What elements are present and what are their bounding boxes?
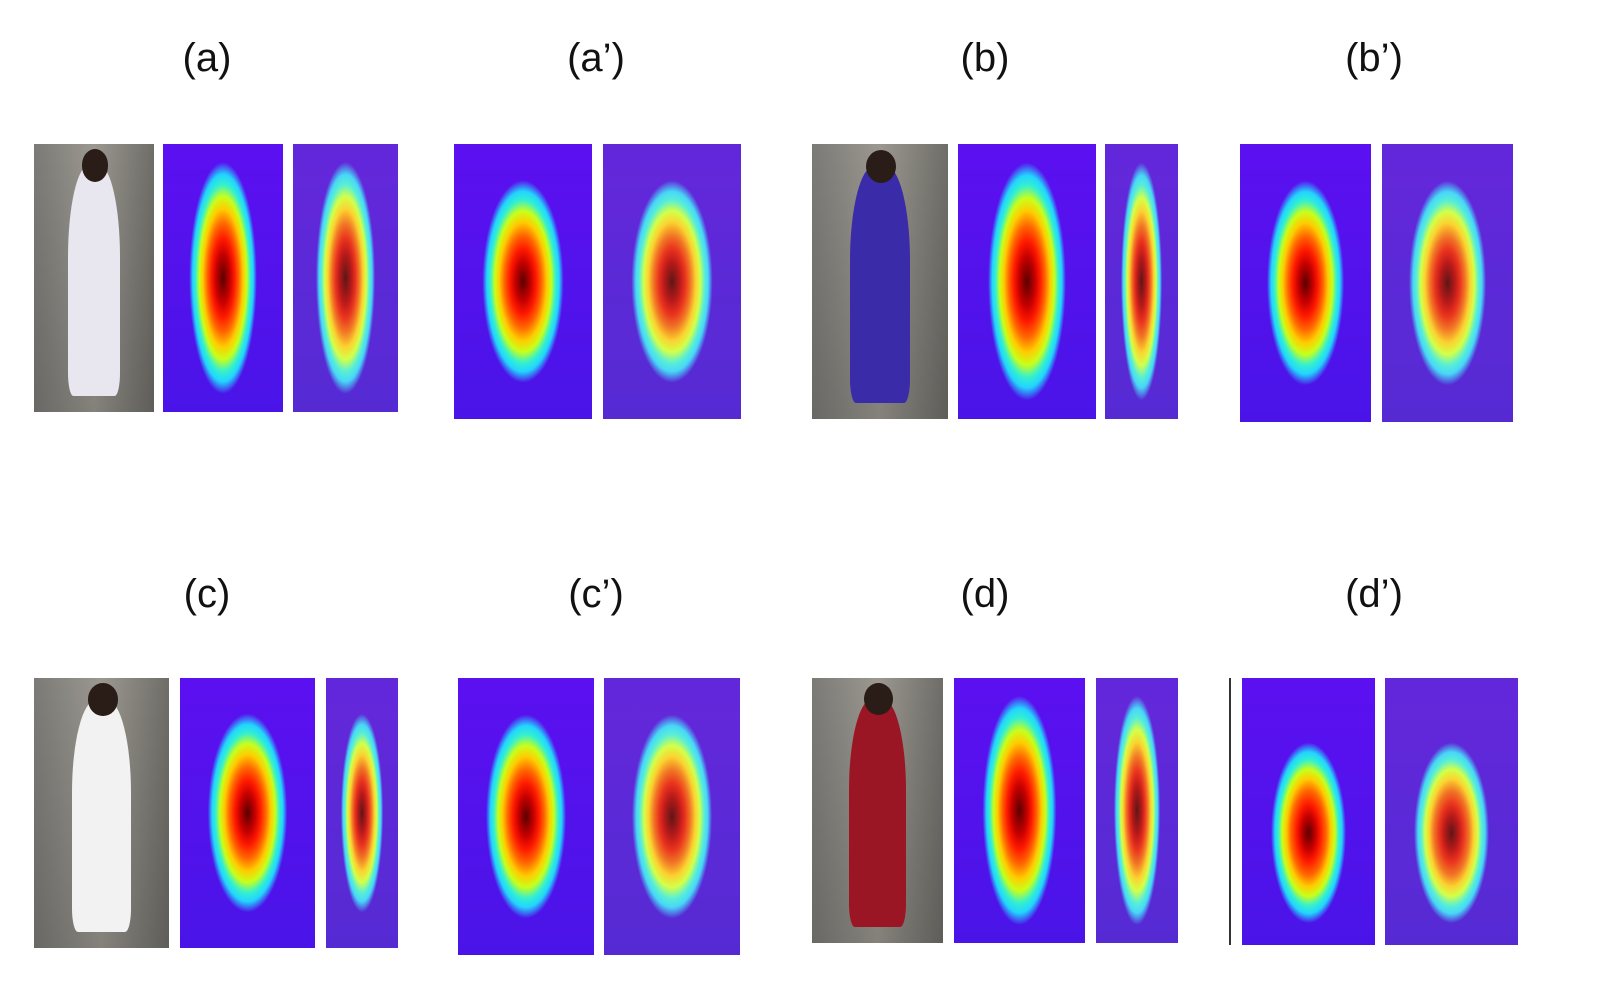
- heatmap-c-prime: [458, 678, 594, 955]
- heatmap-overlay-c-prime: [604, 678, 740, 955]
- heatmap-overlay-d-prime: [1385, 678, 1518, 945]
- panel-label-c-prime: (c’): [568, 572, 624, 616]
- person-figure: [67, 165, 121, 396]
- panel-label-b: (b): [960, 36, 1010, 80]
- panel-label-a-prime: (a’): [567, 36, 625, 80]
- person-head: [866, 149, 897, 183]
- person-head: [82, 149, 109, 182]
- person-head: [88, 683, 118, 716]
- photo-b: [812, 144, 948, 419]
- panel-label-a: (a): [182, 36, 232, 80]
- heatmap-a: [163, 144, 283, 412]
- person-head: [864, 683, 894, 716]
- person-figure: [848, 699, 907, 928]
- photo-c: [34, 678, 169, 948]
- panel-label-c: (c): [183, 572, 231, 616]
- panel-label-d: (d): [960, 572, 1010, 616]
- photo-d: [812, 678, 943, 943]
- heatmap-overlay-c: [326, 678, 398, 948]
- heatmap-d: [954, 678, 1085, 943]
- heatmap-overlay-a-prime: [603, 144, 741, 419]
- person-figure: [71, 699, 132, 932]
- heatmap-overlay-b-prime: [1382, 144, 1513, 422]
- photo-a: [34, 144, 154, 412]
- heatmap-a-prime: [454, 144, 592, 419]
- heatmap-overlay-d: [1096, 678, 1178, 943]
- heatmap-overlay-b: [1105, 144, 1178, 419]
- heatmap-b-prime: [1240, 144, 1371, 422]
- heatmap-d-prime: [1242, 678, 1375, 945]
- panel-label-b-prime: (b’): [1345, 36, 1403, 80]
- heatmap-b: [958, 144, 1096, 419]
- panel-label-d-prime: (d’): [1345, 572, 1403, 616]
- heatmap-c: [180, 678, 315, 948]
- heatmap-overlay-a: [293, 144, 398, 412]
- person-figure: [850, 166, 910, 403]
- separator-line: [1229, 678, 1231, 945]
